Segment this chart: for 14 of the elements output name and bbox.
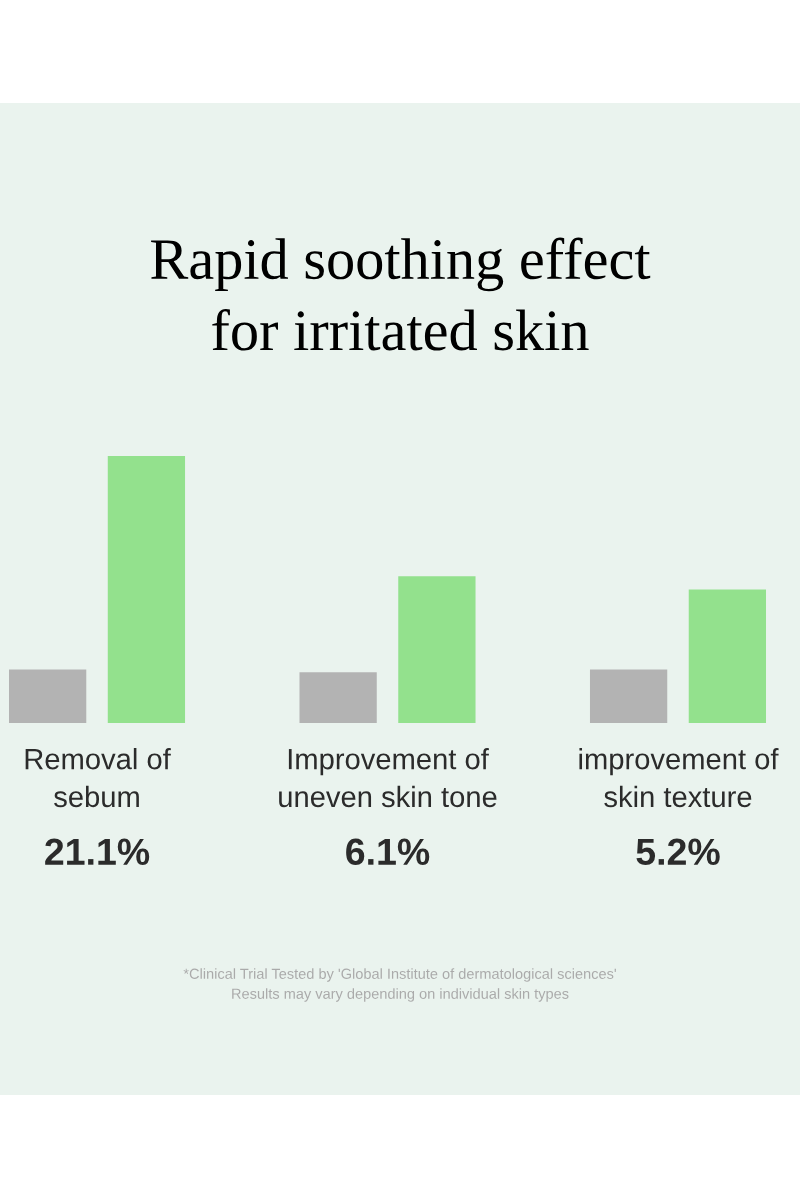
text: 6.1%: [346, 838, 430, 866]
x-tick-label: Removal of sebum: [25, 748, 171, 808]
bar: [9, 669, 87, 723]
text: *Clinical Trial Tested by 'Global Institute of dermatological sciences' Results may vary depending on individual skin types: [183, 968, 616, 1002]
text: 21.1%: [45, 838, 150, 865]
chart-title: Rapid soothing effect for irritated skin: [151, 237, 651, 351]
bar: [299, 672, 377, 723]
bar: [589, 669, 668, 723]
x-tick-label: Improvement of uneven skin tone: [279, 748, 497, 808]
text: 5.2%: [636, 838, 720, 866]
bar: [107, 456, 186, 723]
x-tick-label: improvement of skin texture: [579, 748, 779, 808]
bar: [398, 576, 476, 723]
bar: [688, 589, 767, 723]
